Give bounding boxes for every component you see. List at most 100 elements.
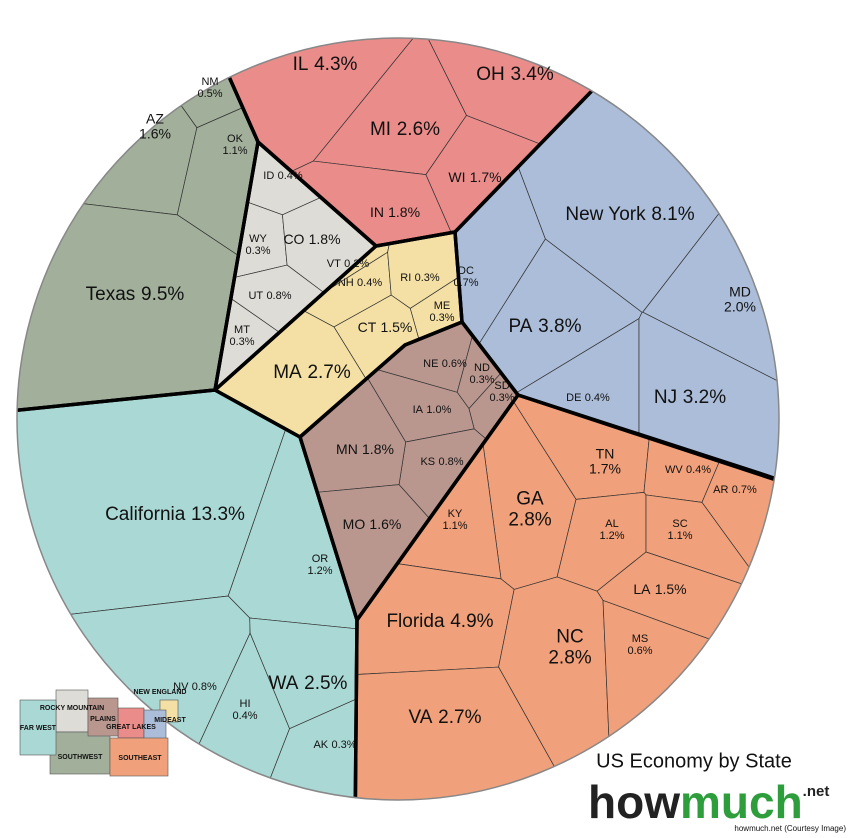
- state-share: 0.4%: [357, 277, 382, 289]
- state-share: 1.1%: [222, 145, 247, 157]
- state-label: CT 1.5%: [358, 319, 413, 335]
- state-share: 1.8%: [309, 231, 341, 247]
- state-name: MO: [343, 516, 366, 532]
- state-name: AR: [713, 484, 728, 496]
- state-name: CT: [358, 319, 377, 335]
- state-share: 2.8%: [508, 509, 551, 530]
- state-name: PA: [509, 316, 533, 337]
- state-name: WA: [269, 673, 299, 694]
- state-name: LA: [633, 581, 651, 597]
- state-share: 3.4%: [510, 64, 553, 85]
- state-label: AL 1.2%: [599, 518, 624, 542]
- region-name: GREAT LAKES: [106, 724, 156, 731]
- state-label: DC 0.7%: [453, 265, 478, 289]
- state-name: MI: [370, 119, 391, 140]
- state-label: OK 1.1%: [222, 133, 247, 157]
- region-border: [453, 38, 779, 507]
- state-label: WA 2.5%: [269, 673, 348, 694]
- state-share: 2.0%: [724, 298, 756, 314]
- state-label: Florida 4.9%: [386, 611, 493, 632]
- state-share: 1.7%: [470, 169, 502, 185]
- logo-part: .net: [803, 783, 830, 800]
- state-share: 3.8%: [538, 316, 581, 337]
- state-share: 1.6%: [369, 516, 401, 532]
- state-share: 2.7%: [307, 362, 350, 383]
- state-share: 0.7%: [732, 484, 757, 496]
- state-name: SC: [672, 518, 687, 530]
- state-name: GA: [516, 489, 544, 510]
- state-name: WV: [665, 464, 683, 476]
- state-name: IL: [293, 54, 309, 75]
- state-share: 1.5%: [655, 581, 687, 597]
- state-name: ME: [434, 300, 451, 312]
- state-share: 13.3%: [191, 504, 245, 525]
- state-name: WY: [249, 233, 267, 245]
- state-share: 1.6%: [139, 125, 171, 141]
- state-label: ME 0.3%: [429, 300, 454, 324]
- region-name: NEW ENGLAND: [134, 689, 187, 696]
- state-label: TN 1.7%: [589, 445, 621, 476]
- state-name: MT: [234, 324, 250, 336]
- logo-part: much: [680, 776, 803, 828]
- state-label: MD 2.0%: [724, 283, 756, 314]
- state-name: MS: [632, 633, 649, 645]
- region-swatch: [87, 697, 119, 737]
- state-name: NC: [556, 627, 583, 648]
- state-name: TN: [596, 445, 615, 461]
- state-share: 0.4%: [232, 710, 257, 722]
- state-share: 0.5%: [197, 88, 222, 100]
- state-name: SD: [494, 380, 509, 392]
- state-share: 0.6%: [627, 645, 652, 657]
- state-name: OK: [227, 133, 244, 145]
- state-name: MA: [273, 362, 302, 383]
- region-border: [17, 388, 359, 800]
- caption: howmuch.net (Courtesy Image): [734, 824, 846, 833]
- state-name: AZ: [146, 110, 164, 126]
- state-label: MA 2.7%: [273, 362, 351, 383]
- state-label: VA 2.7%: [409, 707, 482, 728]
- state-name: AK: [313, 739, 328, 751]
- state-name: OH: [476, 64, 505, 85]
- state-label: NJ 3.2%: [654, 387, 726, 408]
- state-label: LA 1.5%: [633, 581, 686, 597]
- state-share: 0.3%: [489, 392, 514, 404]
- labels: IL 4.3% OH 3.4%MI 2.6%WI 1.7%IN 1.8%ID 0.4%WY 0.…: [86, 54, 757, 751]
- state-share: 9.5%: [141, 284, 184, 305]
- state-label: CO 1.8%: [283, 231, 340, 247]
- region-swatch: [19, 699, 57, 756]
- state-label: AR 0.7%: [713, 484, 757, 496]
- state-share: 1.2%: [307, 565, 332, 577]
- region-swatch: [49, 731, 111, 775]
- state-cell: [638, 311, 779, 506]
- state-share: 3.2%: [683, 387, 726, 408]
- state-share: 0.8%: [192, 681, 217, 693]
- state-share: 0.3%: [469, 374, 494, 386]
- state-label: UT 0.8%: [248, 290, 291, 302]
- state-name: NJ: [654, 387, 677, 408]
- region-name: SOUTHWEST: [58, 754, 103, 761]
- state-label: MT 0.3%: [229, 324, 254, 348]
- state-name: NH: [338, 277, 354, 289]
- logo-part: how: [588, 776, 680, 828]
- state-name: Texas: [86, 284, 136, 305]
- state-label: New York 8.1%: [565, 204, 694, 225]
- state-name: VA: [409, 707, 433, 728]
- region-name: ROCKY MOUNTAIN: [40, 705, 104, 712]
- region-border: [353, 393, 779, 800]
- state-label: MI 2.6%: [370, 119, 440, 140]
- state-share: 4.9%: [450, 611, 493, 632]
- state-share: 0.3%: [245, 245, 270, 257]
- state-label: MS 0.6%: [627, 633, 652, 657]
- state-name: KS: [420, 456, 435, 468]
- state-share: 0.8%: [266, 290, 291, 302]
- state-share: 1.2%: [599, 530, 624, 542]
- state-label: California 13.3%: [105, 504, 245, 525]
- state-share: 0.3%: [331, 739, 356, 751]
- inset-map: GREAT LAKES ROCKY MOUNTAIN SOUTHWEST NEW EN…: [19, 689, 187, 777]
- state-label: OH 3.4%: [476, 64, 554, 85]
- state-name: KY: [448, 508, 463, 520]
- state-name: IA: [413, 404, 424, 416]
- state-share: 1.1%: [442, 520, 467, 532]
- state-label: DE 0.4%: [566, 392, 610, 404]
